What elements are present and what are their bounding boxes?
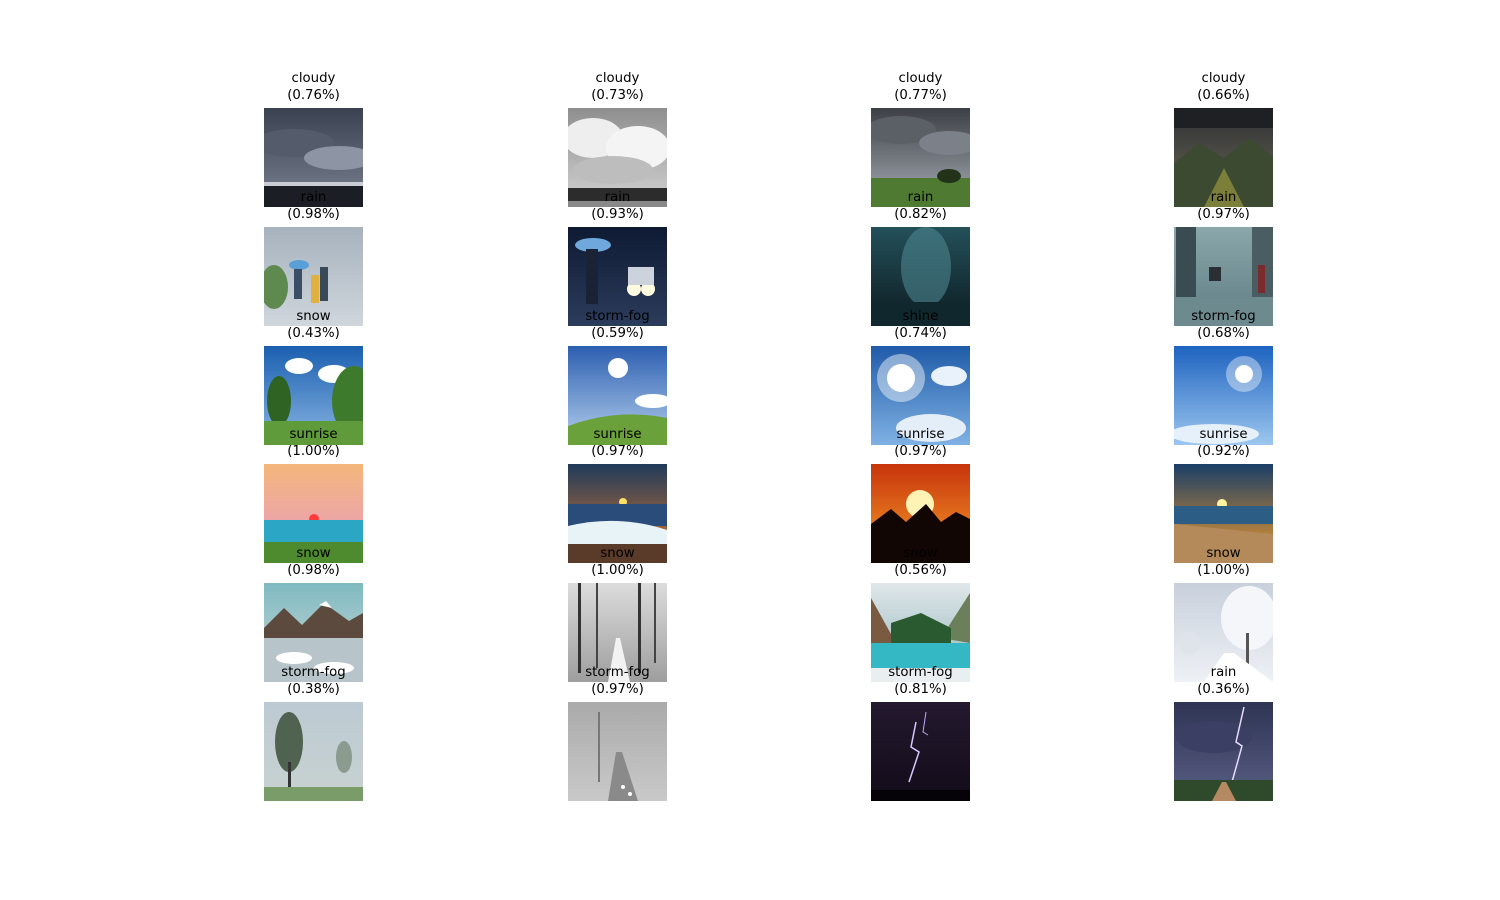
predicted-label: rain xyxy=(604,190,631,205)
confidence-value: (1.00%) xyxy=(287,444,340,459)
confidence-value: (0.38%) xyxy=(287,682,340,697)
predicted-label: rain xyxy=(300,190,327,205)
confidence-value: (0.59%) xyxy=(591,326,644,341)
predicted-label: snow xyxy=(1206,546,1241,561)
confidence-value: (0.97%) xyxy=(591,682,644,697)
fog-trees-image xyxy=(264,702,363,801)
cloudy-field-tree-image xyxy=(871,108,970,207)
confidence-value: (0.66%) xyxy=(1197,88,1250,103)
predicted-label: storm-fog xyxy=(585,665,650,680)
fog-road-image xyxy=(568,702,667,801)
confidence-value: (0.77%) xyxy=(894,88,947,103)
storm-lightning-road-image xyxy=(1174,702,1273,801)
predicted-label: storm-fog xyxy=(888,665,953,680)
confidence-value: (0.76%) xyxy=(287,88,340,103)
predicted-label: cloudy xyxy=(1201,71,1246,86)
confidence-value: (0.97%) xyxy=(591,444,644,459)
confidence-value: (0.68%) xyxy=(1197,326,1250,341)
predicted-label: sunrise xyxy=(1199,427,1248,442)
predicted-label: cloudy xyxy=(595,71,640,86)
snow-frosted-trees-road-image xyxy=(1174,583,1273,682)
confidence-value: (0.82%) xyxy=(894,207,947,222)
sunrise-beach-shore-image xyxy=(1174,464,1273,563)
predicted-label: snow xyxy=(296,309,331,324)
snow-frozen-lake-mountains-image xyxy=(264,583,363,682)
shine-trees-blue-sky-image xyxy=(264,346,363,445)
predicted-label: shine xyxy=(902,309,939,324)
predicted-label: sunrise xyxy=(593,427,642,442)
predicted-label: sunrise xyxy=(896,427,945,442)
confidence-value: (0.92%) xyxy=(1197,444,1250,459)
rain-drops-dark-image xyxy=(871,227,970,326)
confidence-value: (0.98%) xyxy=(287,563,340,578)
predicted-label: storm-fog xyxy=(585,309,650,324)
confidence-value: (0.36%) xyxy=(1197,682,1250,697)
cloudy-mountain-valley-image xyxy=(1174,108,1273,207)
snow-turquoise-lake-image xyxy=(871,583,970,682)
predicted-label: storm-fog xyxy=(1191,309,1256,324)
sunrise-orange-sun-trees-image xyxy=(871,464,970,563)
confidence-value: (0.43%) xyxy=(287,326,340,341)
predicted-label: rain xyxy=(1210,190,1237,205)
confidence-value: (0.74%) xyxy=(894,326,947,341)
predicted-label: cloudy xyxy=(898,71,943,86)
predicted-label: cloudy xyxy=(291,71,336,86)
confidence-value: (1.00%) xyxy=(1197,563,1250,578)
predicted-label: snow xyxy=(903,546,938,561)
cloudy-bw-clouds-trees-image xyxy=(568,108,667,207)
predicted-label: rain xyxy=(907,190,934,205)
predicted-label: snow xyxy=(600,546,635,561)
confidence-value: (0.81%) xyxy=(894,682,947,697)
predicted-label: rain xyxy=(1210,665,1237,680)
shine-sun-blue-sky-image xyxy=(1174,346,1273,445)
confidence-value: (0.97%) xyxy=(1197,207,1250,222)
storm-lightning-night-image xyxy=(871,702,970,801)
confidence-value: (1.00%) xyxy=(591,563,644,578)
snow-forest-path-image xyxy=(568,583,667,682)
confidence-value: (0.93%) xyxy=(591,207,644,222)
confidence-value: (0.98%) xyxy=(287,207,340,222)
rain-night-car-umbrella-image xyxy=(568,227,667,326)
shine-sunburst-clouds-image xyxy=(871,346,970,445)
predicted-label: storm-fog xyxy=(281,665,346,680)
predicted-label: sunrise xyxy=(289,427,338,442)
confidence-value: (0.56%) xyxy=(894,563,947,578)
predicted-label: snow xyxy=(296,546,331,561)
confidence-value: (0.97%) xyxy=(894,444,947,459)
sunrise-wave-beach-image xyxy=(568,464,667,563)
rain-people-umbrellas-image xyxy=(264,227,363,326)
cloudy-dark-sky-image xyxy=(264,108,363,207)
confidence-value: (0.73%) xyxy=(591,88,644,103)
rain-street-people-image xyxy=(1174,227,1273,326)
sunrise-pink-sea-image xyxy=(264,464,363,563)
shine-sun-field-image xyxy=(568,346,667,445)
